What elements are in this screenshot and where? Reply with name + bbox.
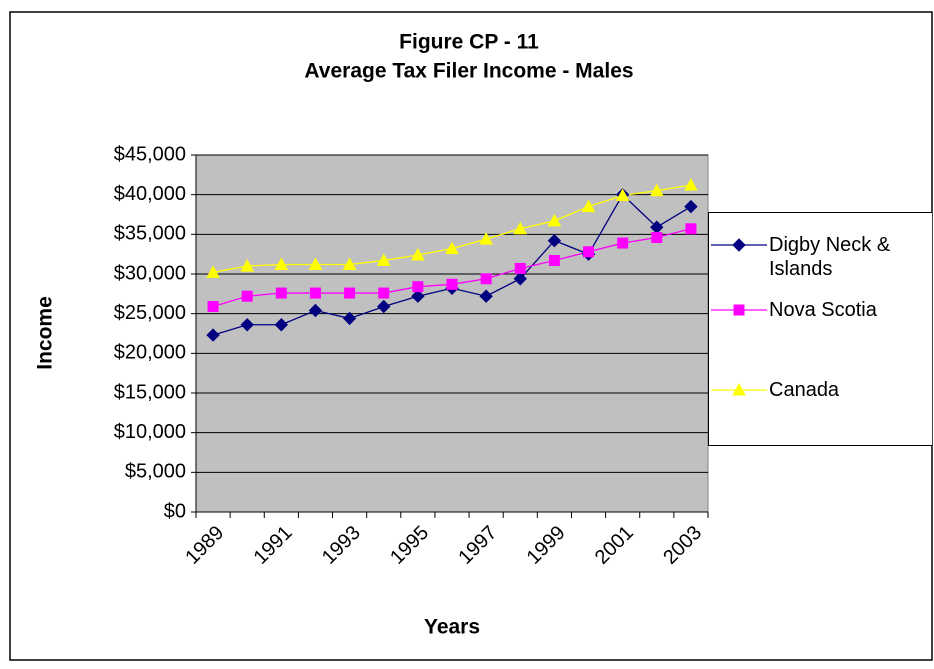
plot-area [195, 154, 709, 513]
marker [513, 272, 527, 286]
y-tick-label: $20,000 [114, 342, 186, 364]
marker [241, 290, 253, 302]
marker [274, 318, 289, 332]
marker [651, 232, 663, 244]
marker [445, 241, 459, 255]
legend-label: Canada [769, 379, 840, 401]
marker [378, 287, 390, 299]
y-tick-label: $25,000 [114, 302, 186, 324]
marker [548, 255, 560, 267]
y-tick-label: $40,000 [114, 183, 186, 205]
y-tick-label: $35,000 [114, 223, 186, 245]
marker [479, 232, 493, 245]
marker [649, 183, 664, 197]
legend-swatch [711, 304, 767, 316]
y-tick-label: $10,000 [114, 421, 186, 443]
marker [479, 289, 493, 303]
x-axis-label: Years [424, 616, 480, 639]
marker [308, 303, 323, 318]
marker [342, 257, 357, 270]
legend-item: Nova Scotia [709, 298, 929, 322]
marker [732, 382, 746, 396]
y-tick-label: $45,000 [114, 143, 186, 165]
marker [308, 257, 323, 270]
marker [240, 259, 255, 272]
marker [514, 262, 526, 274]
marker [684, 199, 698, 214]
marker [377, 299, 391, 314]
marker [274, 257, 289, 270]
marker [513, 221, 528, 235]
marker [206, 265, 220, 278]
marker [732, 238, 746, 252]
legend-swatch [711, 238, 767, 252]
marker [684, 178, 698, 191]
marker [685, 223, 697, 235]
marker [615, 188, 630, 201]
marker [733, 304, 745, 316]
marker [446, 278, 458, 290]
y-tick-label: $15,000 [114, 381, 186, 403]
marker [342, 311, 357, 326]
marker [547, 233, 562, 248]
marker [240, 318, 254, 332]
marker [309, 287, 321, 299]
chart-subtitle: Average Tax Filer Income - Males [304, 60, 633, 83]
marker [207, 301, 219, 313]
marker [617, 237, 629, 249]
marker [412, 281, 424, 293]
y-tick-label: $0 [164, 500, 186, 522]
marker [344, 287, 356, 299]
marker [411, 247, 425, 261]
y-tick-label: $5,000 [125, 461, 186, 483]
marker [376, 253, 391, 267]
legend-item: Digby Neck & Islands [709, 233, 929, 281]
marker [581, 199, 596, 213]
marker [547, 213, 562, 227]
marker [411, 289, 425, 303]
legend-swatch [711, 382, 767, 396]
marker [583, 246, 595, 258]
marker [206, 328, 220, 342]
marker [480, 273, 492, 285]
chart-title: Figure CP - 11 [399, 31, 539, 54]
legend-label: Digby Neck & Islands [769, 234, 891, 280]
legend: Digby Neck & Islands Nova Scotia Canada [708, 212, 932, 446]
legend-item: Canada [709, 378, 929, 402]
marker [275, 287, 287, 299]
legend-label: Nova Scotia [769, 299, 877, 321]
y-axis-label: Income [34, 296, 57, 370]
y-tick-label: $30,000 [114, 262, 186, 284]
